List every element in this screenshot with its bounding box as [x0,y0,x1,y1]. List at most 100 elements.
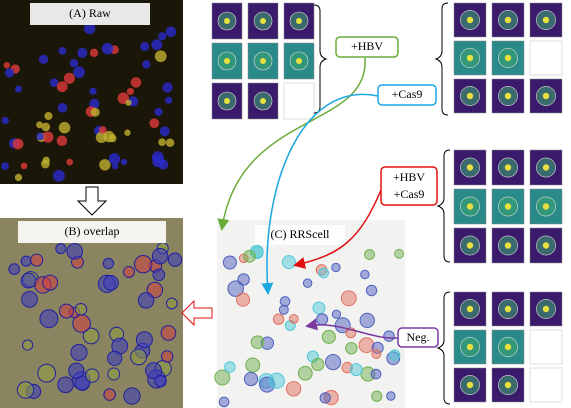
cell [154,374,167,388]
tile-spot [466,242,474,249]
cell [389,349,401,361]
cell [72,314,91,333]
cell [165,297,178,310]
cell [49,78,59,87]
cell [130,348,148,366]
cell [20,255,32,267]
cell [243,249,256,263]
tile-spot [542,92,550,100]
cell [4,68,15,78]
cell [3,62,11,69]
cell [349,363,363,377]
cell [288,314,299,324]
label-box [30,3,150,25]
cell [58,303,74,319]
cell [319,392,331,404]
cell [57,376,74,394]
cell [90,107,100,117]
cell [160,325,177,341]
cell [370,368,382,380]
cell [44,111,53,121]
cell [365,284,378,297]
tile-spot [542,305,550,313]
cell [107,367,121,381]
cell [134,255,153,274]
cell [42,274,59,291]
cell [1,162,9,170]
cell [39,309,59,329]
cell [30,253,44,267]
cell [89,48,99,58]
cell-tiles [211,2,563,403]
label-box [380,166,438,206]
cell [312,301,326,315]
tile-spot [542,164,550,171]
cell [83,22,96,35]
cell [243,371,259,387]
tile-spot [542,203,550,210]
cell [137,292,155,309]
cell [20,272,37,289]
cell [57,102,68,113]
group-label: +Cas9 [394,187,425,201]
group-label: +HBV [393,170,425,184]
cell [331,262,341,273]
cell [77,47,88,58]
empty-tile [283,82,315,120]
cell [316,313,329,326]
cell [36,132,44,141]
cell [140,41,150,51]
cell [142,60,151,69]
cell [120,158,128,166]
cell [324,354,342,371]
cell [162,82,173,93]
cell [311,357,325,371]
cell [55,243,67,255]
panel-label: (C) RRScell [271,227,331,241]
cell [89,98,100,109]
cell [236,292,251,307]
cell [151,247,169,265]
cell [340,290,357,307]
cell [321,329,336,344]
cell [281,255,296,270]
down-arrow [76,186,108,216]
cell [126,87,135,96]
cell [167,252,183,267]
panel-label: (B) overlap [65,224,120,238]
cell [14,173,23,182]
cell [222,255,237,270]
cell [394,248,404,259]
cell [69,58,79,68]
cell [70,343,88,362]
label-box [377,84,437,106]
cell [165,138,175,147]
cell [38,54,49,65]
tile-spot [504,305,512,313]
tile-spot [296,58,302,64]
label-box [397,327,439,348]
cell [73,66,85,79]
label-box [255,225,345,245]
raw-image [0,0,183,184]
cell [103,275,119,291]
cell [302,278,313,288]
cell [159,126,170,137]
cell [297,365,313,381]
cell [102,257,115,270]
panel-label: (A) Raw [69,6,111,20]
cell [154,107,163,116]
cell [383,330,395,342]
cell [66,243,84,260]
cell [82,327,100,345]
tile-spot [224,18,230,24]
tile-spot [466,16,474,24]
cell [149,118,160,129]
cell [103,388,116,401]
group-label: Neg. [407,330,430,344]
tile-spot [504,381,512,389]
cell [145,362,162,379]
tile-spot [466,92,474,100]
cell [218,396,230,408]
tile-spot [466,203,474,210]
